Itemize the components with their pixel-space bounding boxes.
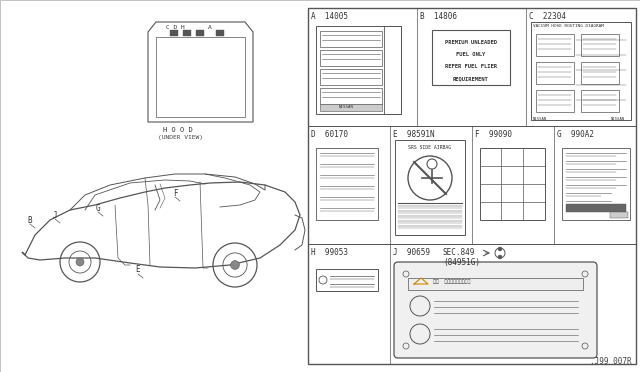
Bar [581, 34, 619, 56]
Bar [395, 140, 465, 235]
Circle shape [498, 247, 502, 251]
Bar [610, 212, 628, 218]
Bar [320, 88, 382, 104]
Bar [536, 62, 574, 84]
Circle shape [76, 258, 84, 266]
Text: PREMIUM UNLEADED: PREMIUM UNLEADED [445, 40, 497, 45]
Bar [562, 148, 630, 220]
Bar [581, 90, 619, 112]
Text: G: G [96, 203, 100, 212]
Bar [536, 90, 574, 112]
Text: H  99053: H 99053 [311, 248, 348, 257]
Text: C D H: C D H [166, 25, 185, 30]
Text: F  99090: F 99090 [475, 130, 512, 139]
Bar [320, 31, 382, 47]
Bar [308, 8, 636, 126]
Bar [531, 22, 631, 120]
Text: .J99 007R: .J99 007R [590, 357, 632, 366]
Bar [320, 50, 382, 66]
Bar [196, 30, 204, 36]
FancyBboxPatch shape [394, 262, 597, 358]
Bar [308, 244, 636, 364]
Bar [408, 278, 583, 290]
Bar [183, 30, 191, 36]
Text: C  22304: C 22304 [529, 12, 566, 21]
Text: B  14806: B 14806 [420, 12, 457, 21]
Text: (UNDER VIEW): (UNDER VIEW) [158, 135, 203, 140]
Bar [316, 26, 401, 114]
Text: A  14005: A 14005 [311, 12, 348, 21]
Text: REQUIREMENT: REQUIREMENT [453, 76, 489, 81]
Text: NISSAN: NISSAN [533, 117, 547, 121]
Text: J  90659: J 90659 [393, 248, 430, 257]
Text: 注意  トランスポート警告: 注意 トランスポート警告 [433, 279, 470, 284]
Bar [384, 26, 401, 114]
Bar [316, 148, 378, 220]
Circle shape [498, 255, 502, 259]
Bar [536, 34, 574, 56]
Bar [480, 148, 545, 220]
Text: VACUUM HOSE ROUTING DIAGRAM: VACUUM HOSE ROUTING DIAGRAM [533, 24, 604, 28]
Bar [308, 8, 636, 364]
Text: B: B [28, 215, 32, 224]
Bar [320, 104, 382, 111]
Text: NISSAN: NISSAN [339, 105, 353, 109]
Bar [216, 30, 224, 36]
Text: E: E [136, 266, 140, 275]
Bar [566, 204, 626, 212]
Text: SEC.849: SEC.849 [443, 248, 476, 257]
Text: FUEL ONLY: FUEL ONLY [456, 52, 486, 57]
Text: E  98591N: E 98591N [393, 130, 435, 139]
Bar [581, 62, 619, 84]
Bar [308, 126, 636, 244]
Text: NISSAN: NISSAN [611, 117, 625, 121]
Text: A: A [208, 25, 212, 30]
Text: REFER FUEL FLIER: REFER FUEL FLIER [445, 64, 497, 69]
Bar [170, 30, 178, 36]
Bar [156, 37, 245, 117]
Circle shape [230, 261, 239, 269]
Text: F: F [173, 189, 177, 198]
Text: G  990A2: G 990A2 [557, 130, 594, 139]
Text: (84951G): (84951G) [443, 258, 480, 267]
Bar [432, 30, 510, 85]
Text: SRS SIDE AIRBAG: SRS SIDE AIRBAG [408, 145, 452, 150]
Text: J: J [52, 211, 58, 219]
Bar [320, 69, 382, 85]
Text: H O O D: H O O D [163, 127, 193, 133]
Bar [316, 269, 378, 291]
Text: D  60170: D 60170 [311, 130, 348, 139]
